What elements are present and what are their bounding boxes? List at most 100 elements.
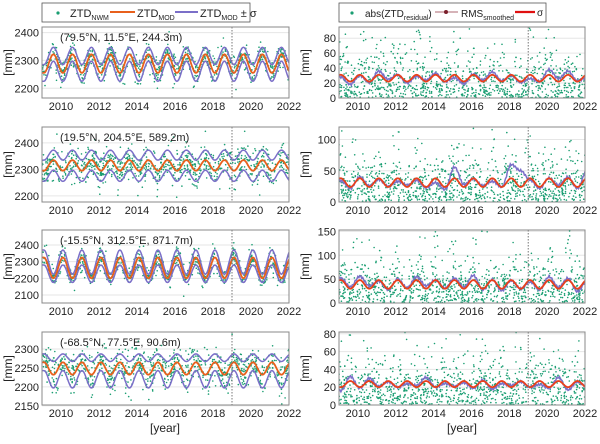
data-point	[581, 161, 583, 163]
data-point	[501, 85, 503, 87]
data-point	[100, 173, 102, 175]
data-point	[143, 167, 145, 169]
data-point	[566, 199, 568, 201]
data-point	[143, 149, 145, 151]
data-point	[408, 166, 410, 168]
data-point	[183, 264, 185, 266]
data-point	[503, 57, 505, 59]
data-point	[350, 192, 352, 194]
data-point	[378, 185, 380, 187]
data-point	[458, 49, 460, 51]
data-point	[461, 197, 463, 199]
data-point	[538, 181, 540, 183]
data-point	[509, 176, 511, 178]
data-point	[472, 176, 474, 178]
data-point	[543, 196, 545, 198]
data-point	[439, 176, 441, 178]
data-point	[393, 145, 395, 147]
data-point	[531, 83, 533, 85]
data-point	[344, 172, 346, 174]
data-point	[52, 51, 54, 53]
data-point	[157, 87, 159, 89]
data-point	[547, 198, 549, 200]
data-point	[250, 173, 252, 175]
data-point	[457, 190, 459, 192]
data-point	[109, 65, 111, 67]
data-point	[537, 174, 539, 176]
data-point	[483, 84, 485, 86]
data-point	[497, 194, 499, 196]
data-point	[251, 174, 253, 176]
data-point	[163, 156, 165, 158]
data-point	[137, 65, 139, 67]
data-point	[399, 43, 401, 45]
data-point	[552, 166, 554, 168]
data-point	[511, 188, 513, 190]
y-tick-label: 0	[330, 93, 336, 105]
data-point	[216, 273, 218, 275]
data-point	[83, 74, 85, 76]
data-point	[498, 70, 500, 72]
data-point	[353, 70, 355, 72]
y-tick-label: 20	[324, 78, 336, 90]
data-point	[509, 91, 511, 93]
data-point	[118, 262, 120, 264]
data-point	[251, 76, 253, 78]
data-point	[538, 85, 540, 87]
data-point	[96, 161, 98, 163]
data-point	[384, 194, 386, 196]
data-point	[542, 162, 544, 164]
data-point	[403, 93, 405, 95]
data-point	[470, 192, 472, 194]
data-point	[531, 170, 533, 172]
data-point	[155, 73, 157, 75]
data-point	[136, 54, 138, 56]
data-point	[103, 159, 105, 161]
data-point	[429, 194, 431, 196]
legend-sigma-label: σ	[537, 8, 544, 19]
data-point	[370, 189, 372, 191]
data-point	[517, 93, 519, 95]
data-point	[498, 65, 500, 67]
data-point	[535, 86, 537, 88]
data-point	[524, 196, 526, 198]
data-point	[183, 46, 185, 48]
data-point	[140, 172, 142, 174]
data-point	[360, 34, 362, 36]
data-point	[559, 73, 561, 75]
data-point	[44, 173, 46, 175]
data-point	[535, 199, 537, 201]
data-point	[486, 187, 488, 189]
data-point	[498, 88, 500, 90]
data-point	[514, 198, 516, 200]
data-point	[429, 189, 431, 191]
data-point	[464, 179, 466, 181]
data-point	[466, 169, 468, 171]
data-point	[507, 183, 509, 185]
data-point	[463, 89, 465, 91]
data-point	[519, 194, 521, 196]
data-point	[485, 95, 487, 97]
data-point	[468, 155, 470, 157]
data-point	[257, 161, 259, 163]
data-point	[489, 70, 491, 72]
data-point	[487, 94, 489, 96]
data-point	[524, 261, 526, 263]
data-point	[379, 164, 381, 166]
data-point	[279, 166, 281, 168]
data-point	[449, 190, 451, 192]
data-point	[89, 165, 91, 167]
data-point	[467, 291, 469, 293]
data-point	[415, 124, 417, 126]
data-point	[339, 86, 341, 88]
data-point	[111, 174, 113, 176]
data-point	[572, 62, 574, 64]
data-point	[434, 193, 436, 195]
data-point	[70, 46, 72, 48]
data-point	[581, 195, 583, 197]
data-point	[395, 165, 397, 167]
data-point	[520, 65, 522, 67]
data-point	[270, 177, 272, 179]
data-point	[581, 188, 583, 190]
data-point	[129, 58, 131, 60]
